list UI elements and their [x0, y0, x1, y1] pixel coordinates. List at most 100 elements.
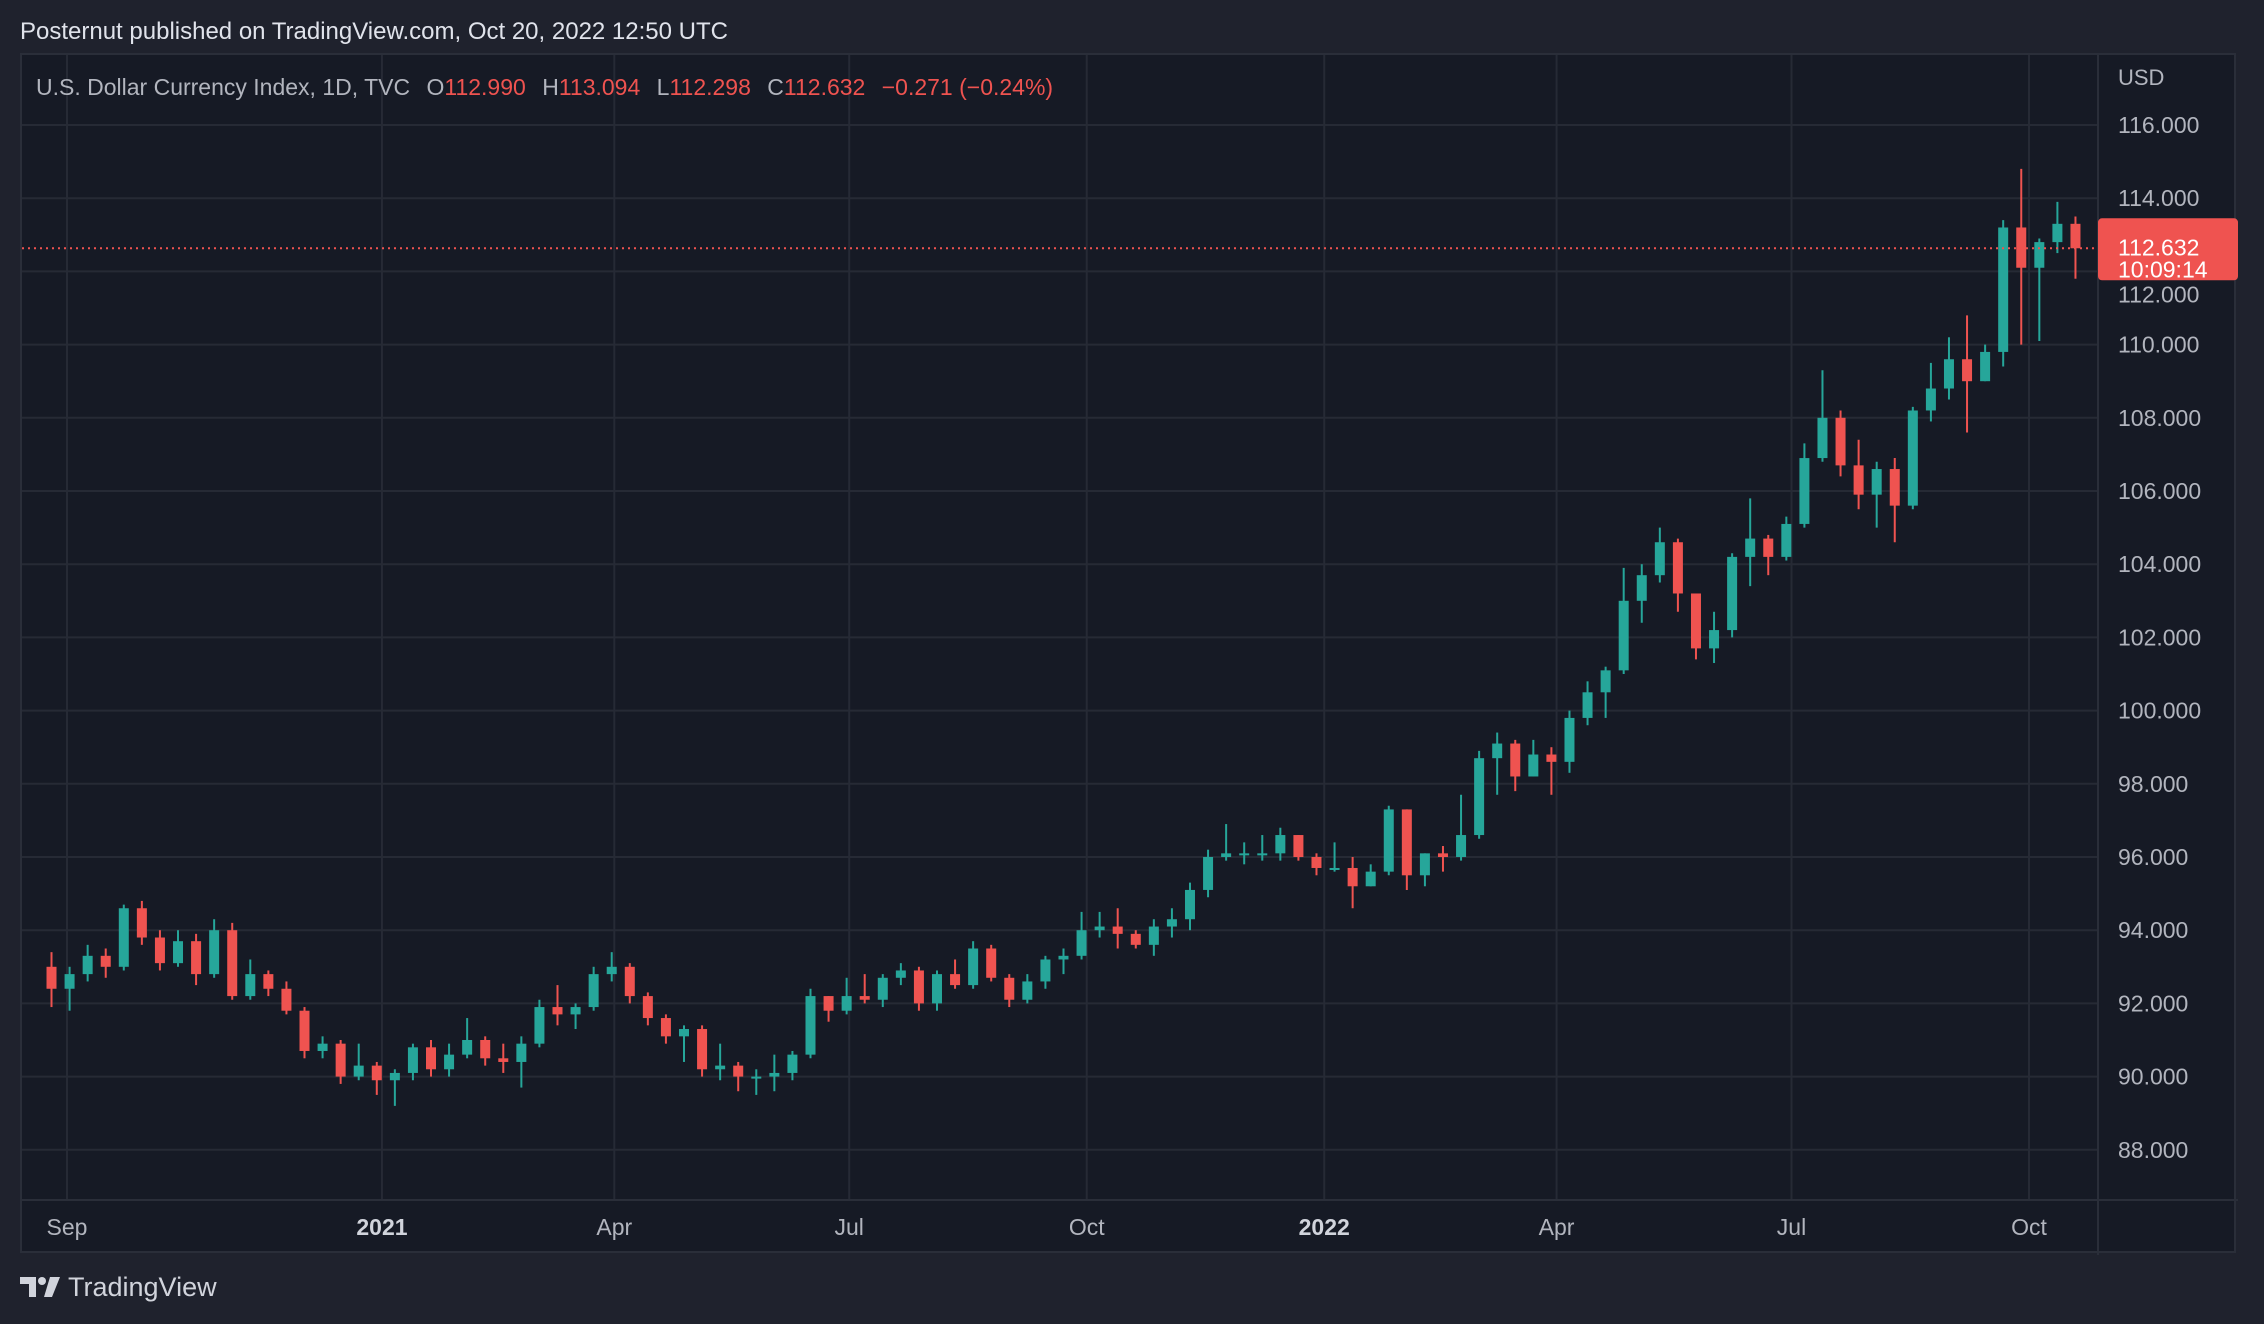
candle-body [1709, 630, 1720, 649]
x-tick-label: Sep [47, 1214, 88, 1240]
symbol-title[interactable]: U.S. Dollar Currency Index, 1D, TVC [36, 74, 411, 100]
candle-body [118, 908, 129, 967]
candle-body [100, 955, 111, 967]
close-value: 112.632 [783, 74, 866, 100]
candle-body [1980, 351, 1991, 382]
candle-body [1582, 692, 1593, 718]
candle-body [678, 1029, 689, 1037]
candle-body [1166, 919, 1177, 927]
candle-body [769, 1072, 780, 1077]
candle-body [986, 948, 997, 978]
candle-body [823, 996, 834, 1011]
candle-body [281, 988, 292, 1011]
last-price-value: 112.632 [2118, 234, 2199, 260]
y-tick-label: 112.000 [2118, 281, 2199, 307]
candle-body [787, 1054, 798, 1073]
candle-body [1745, 538, 1756, 557]
candle-body [498, 1058, 509, 1062]
candle-body [1383, 809, 1394, 872]
candle-body [154, 937, 165, 964]
currency-label[interactable]: USD [2118, 65, 2164, 90]
candle-body [1799, 458, 1810, 524]
candle-body [1654, 542, 1665, 576]
y-tick-label: 96.000 [2118, 844, 2188, 870]
candle-body [1347, 867, 1358, 887]
candle-body [426, 1047, 437, 1070]
y-tick-label: 88.000 [2118, 1137, 2188, 1163]
tradingview-logo[interactable]: TradingView [20, 1272, 217, 1303]
high-label: H [542, 74, 559, 100]
candle-body [1943, 359, 1954, 389]
candle-body [46, 966, 57, 989]
candle-body [1311, 857, 1322, 868]
candle-body [82, 955, 93, 975]
y-tick-label: 98.000 [2118, 771, 2188, 797]
candle-body [877, 977, 888, 1000]
y-tick-label: 100.000 [2118, 698, 2201, 724]
candle-body [1293, 835, 1304, 857]
candle-body [588, 974, 599, 1008]
candle-body [209, 930, 220, 975]
candle-body [1636, 575, 1647, 601]
candle-body [1672, 542, 1683, 594]
candle-body [1401, 809, 1412, 876]
candle-body [1203, 857, 1214, 890]
y-tick-label: 116.000 [2118, 112, 2199, 138]
y-tick-label: 90.000 [2118, 1064, 2188, 1090]
candle-body [1365, 871, 1376, 887]
candle-body [1510, 743, 1521, 777]
candle-body [353, 1065, 364, 1077]
candle-body [1221, 853, 1232, 857]
candle-body [1853, 465, 1864, 495]
close-label: C [767, 74, 784, 100]
x-tick-label: 2022 [1299, 1214, 1350, 1240]
candle-body [389, 1072, 400, 1081]
open-label: O [426, 74, 445, 100]
candle-body [859, 996, 870, 1000]
candle-body [299, 1010, 310, 1051]
candle-body [1962, 359, 1973, 382]
candle-body [1148, 926, 1159, 945]
candle-body [1564, 717, 1575, 762]
candle-body [1076, 930, 1087, 956]
candle-body [1456, 835, 1467, 857]
candle-body [2070, 223, 2081, 249]
candle-body [1257, 853, 1268, 856]
y-tick-label: 94.000 [2118, 917, 2188, 943]
x-tick-label: Jul [835, 1214, 864, 1240]
candle-body [1112, 926, 1123, 934]
y-tick-label: 114.000 [2118, 185, 2199, 211]
candle-body [371, 1065, 382, 1081]
candle-body [1239, 853, 1250, 856]
candle-body [1763, 538, 1774, 557]
candle-body [1492, 743, 1503, 759]
candle-body [1546, 754, 1557, 762]
candle-body [1618, 600, 1629, 671]
candle-body [1817, 417, 1828, 459]
x-tick-label: Jul [1777, 1214, 1806, 1240]
chart-pane[interactable]: USD 88.000 90.000 92.000 94.000 96.000 98.000 1… [20, 53, 2238, 1255]
candle-body [570, 1007, 581, 1015]
x-tick-label: Oct [2011, 1214, 2047, 1240]
candle-body [642, 996, 653, 1019]
candle-body [1275, 835, 1286, 854]
candle-body [895, 970, 906, 978]
candle-body [1835, 417, 1846, 466]
candle-body [2034, 242, 2045, 268]
candle-body [263, 974, 274, 989]
y-tick-label: 106.000 [2118, 478, 2201, 504]
bar-countdown: 10:09:14 [2118, 256, 2208, 282]
candle-body [1004, 977, 1015, 1000]
candle-body [1889, 469, 1900, 506]
candle-body [805, 996, 816, 1055]
candle-body [751, 1076, 762, 1079]
candle-body [1600, 670, 1611, 693]
candle-body [733, 1065, 744, 1077]
candle-body [606, 966, 617, 975]
y-tick-label: 92.000 [2118, 990, 2188, 1016]
candle-body [534, 1007, 545, 1044]
low-label: L [656, 74, 670, 100]
candle-body [1907, 410, 1918, 506]
candle-body [227, 930, 238, 997]
price-chart[interactable]: USD 88.000 90.000 92.000 94.000 96.000 98.000 1… [22, 55, 2238, 1255]
